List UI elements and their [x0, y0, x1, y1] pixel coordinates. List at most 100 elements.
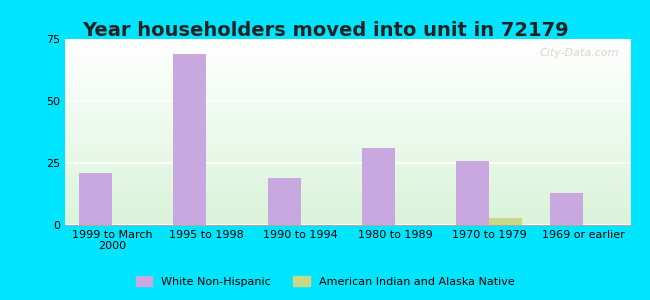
Bar: [65, 152, 630, 154]
Bar: [65, 206, 630, 208]
Bar: [65, 84, 630, 85]
Bar: [65, 208, 630, 210]
Bar: [65, 85, 630, 87]
Bar: [65, 121, 630, 123]
Bar: [65, 171, 630, 173]
Bar: [65, 59, 630, 61]
Bar: [65, 58, 630, 59]
Bar: [65, 115, 630, 117]
Bar: [65, 182, 630, 184]
Bar: [65, 216, 630, 218]
Text: City-Data.com: City-Data.com: [540, 48, 619, 58]
Bar: [65, 175, 630, 177]
Bar: [268, 178, 300, 225]
Bar: [65, 93, 630, 95]
Bar: [65, 219, 630, 221]
Bar: [65, 73, 630, 74]
Bar: [65, 80, 630, 82]
Bar: [362, 148, 395, 225]
Bar: [65, 147, 630, 149]
Bar: [65, 95, 630, 97]
Bar: [65, 212, 630, 214]
Bar: [65, 136, 630, 138]
Bar: [65, 186, 630, 188]
Bar: [456, 160, 489, 225]
Bar: [65, 110, 630, 112]
Bar: [65, 70, 630, 73]
Bar: [65, 112, 630, 113]
Bar: [65, 145, 630, 147]
Bar: [65, 87, 630, 89]
Bar: [65, 106, 630, 108]
Bar: [65, 162, 630, 164]
Bar: [65, 199, 630, 201]
Bar: [65, 91, 630, 93]
Bar: [65, 164, 630, 166]
Bar: [65, 82, 630, 84]
Bar: [65, 188, 630, 190]
Bar: [65, 117, 630, 119]
Bar: [65, 100, 630, 102]
Bar: [65, 43, 630, 45]
Bar: [65, 113, 630, 115]
Bar: [65, 65, 630, 67]
Bar: [65, 151, 630, 152]
Bar: [65, 184, 630, 186]
Bar: [65, 221, 630, 223]
Bar: [65, 123, 630, 124]
Bar: [174, 54, 207, 225]
Bar: [65, 223, 630, 225]
Bar: [65, 205, 630, 206]
Bar: [65, 197, 630, 199]
Bar: [65, 130, 630, 132]
Bar: [65, 63, 630, 65]
Bar: [65, 218, 630, 219]
Bar: [65, 108, 630, 110]
Bar: [65, 138, 630, 140]
Bar: [65, 45, 630, 46]
Bar: [489, 218, 522, 225]
Bar: [65, 194, 630, 195]
Bar: [65, 124, 630, 126]
Bar: [65, 177, 630, 178]
Bar: [65, 128, 630, 130]
Bar: [65, 169, 630, 171]
Bar: [65, 178, 630, 180]
Bar: [65, 154, 630, 156]
Bar: [65, 156, 630, 158]
Bar: [65, 210, 630, 212]
Bar: [65, 41, 630, 43]
Bar: [65, 104, 630, 106]
Bar: [65, 140, 630, 141]
Bar: [65, 67, 630, 69]
Bar: [65, 54, 630, 56]
Bar: [65, 180, 630, 182]
Bar: [65, 167, 630, 169]
Bar: [65, 214, 630, 216]
Bar: [65, 52, 630, 54]
Bar: [65, 78, 630, 80]
Bar: [65, 50, 630, 52]
Bar: [65, 160, 630, 162]
Bar: [65, 158, 630, 160]
Bar: [65, 76, 630, 78]
Bar: [65, 126, 630, 128]
Bar: [65, 61, 630, 63]
Bar: [65, 141, 630, 143]
Bar: [65, 98, 630, 101]
Bar: [65, 149, 630, 151]
Bar: [551, 193, 584, 225]
Bar: [65, 69, 630, 70]
Bar: [65, 97, 630, 98]
Bar: [65, 143, 630, 145]
Legend: White Non-Hispanic, American Indian and Alaska Native: White Non-Hispanic, American Indian and …: [131, 272, 519, 291]
Bar: [65, 48, 630, 50]
Bar: [79, 173, 112, 225]
Bar: [65, 195, 630, 197]
Bar: [65, 203, 630, 205]
Bar: [65, 102, 630, 104]
Bar: [65, 132, 630, 134]
Bar: [65, 39, 630, 41]
Bar: [65, 173, 630, 175]
Bar: [65, 56, 630, 58]
